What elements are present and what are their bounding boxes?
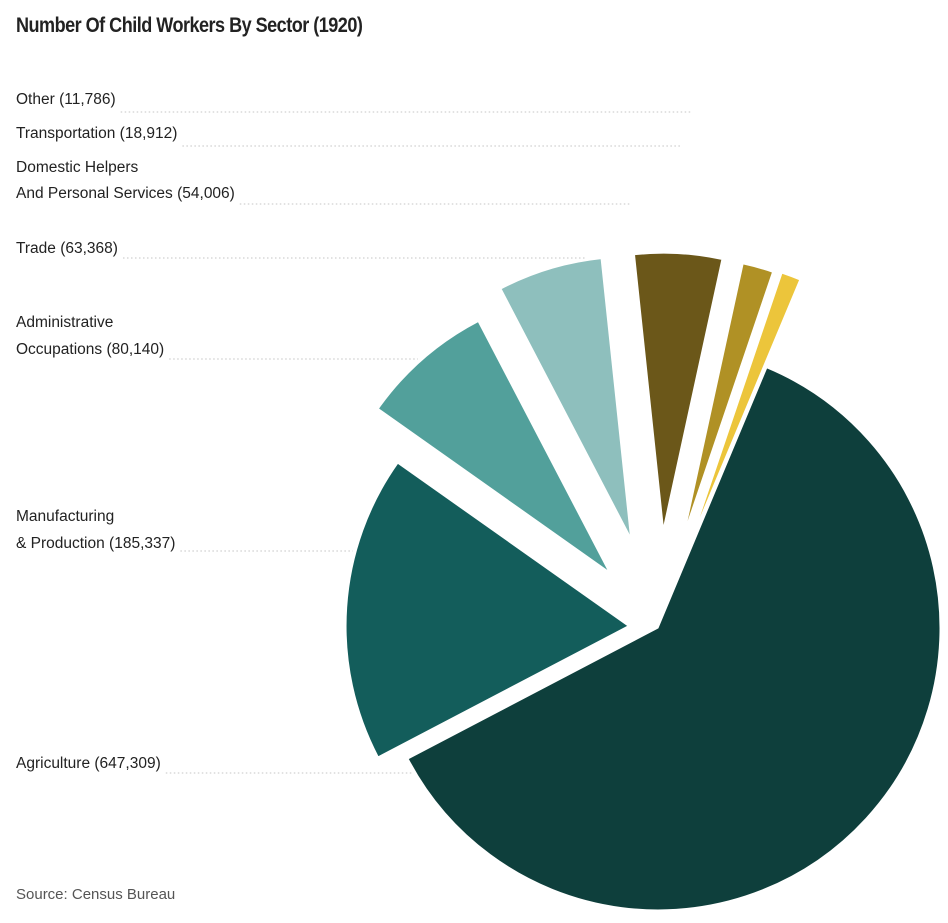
pie-slice-6 — [694, 272, 801, 531]
leader-lines — [120, 111, 692, 774]
chart-title: Number Of Child Workers By Sector (1920) — [16, 14, 363, 37]
pie-slice-1 — [345, 462, 630, 758]
slice-label-4: Domestic Helpers And Personal Services (5… — [16, 159, 235, 202]
slice-label-6: Other (11,786) — [16, 91, 116, 108]
pie-slice-4 — [633, 252, 723, 529]
slice-label-0: Agriculture (647,309) — [16, 755, 161, 772]
pie-slice-0 — [407, 367, 941, 911]
pie-slice-2 — [377, 320, 610, 572]
source-note: Source: Census Bureau — [16, 886, 176, 903]
pie-slice-5 — [684, 263, 774, 530]
pie-slice-3 — [500, 258, 631, 538]
slice-label-1: Manufacturing & Production (185,337) — [16, 508, 175, 552]
slice-label-3: Trade (63,368) — [16, 240, 118, 257]
slice-label-5: Transportation (18,912) — [16, 125, 177, 142]
pie-slices — [345, 252, 941, 911]
slice-label-2: Administrative Occupations (80,140) — [16, 314, 164, 358]
slice-labels: Agriculture (647,309) Manufacturing & Prod… — [16, 91, 235, 772]
